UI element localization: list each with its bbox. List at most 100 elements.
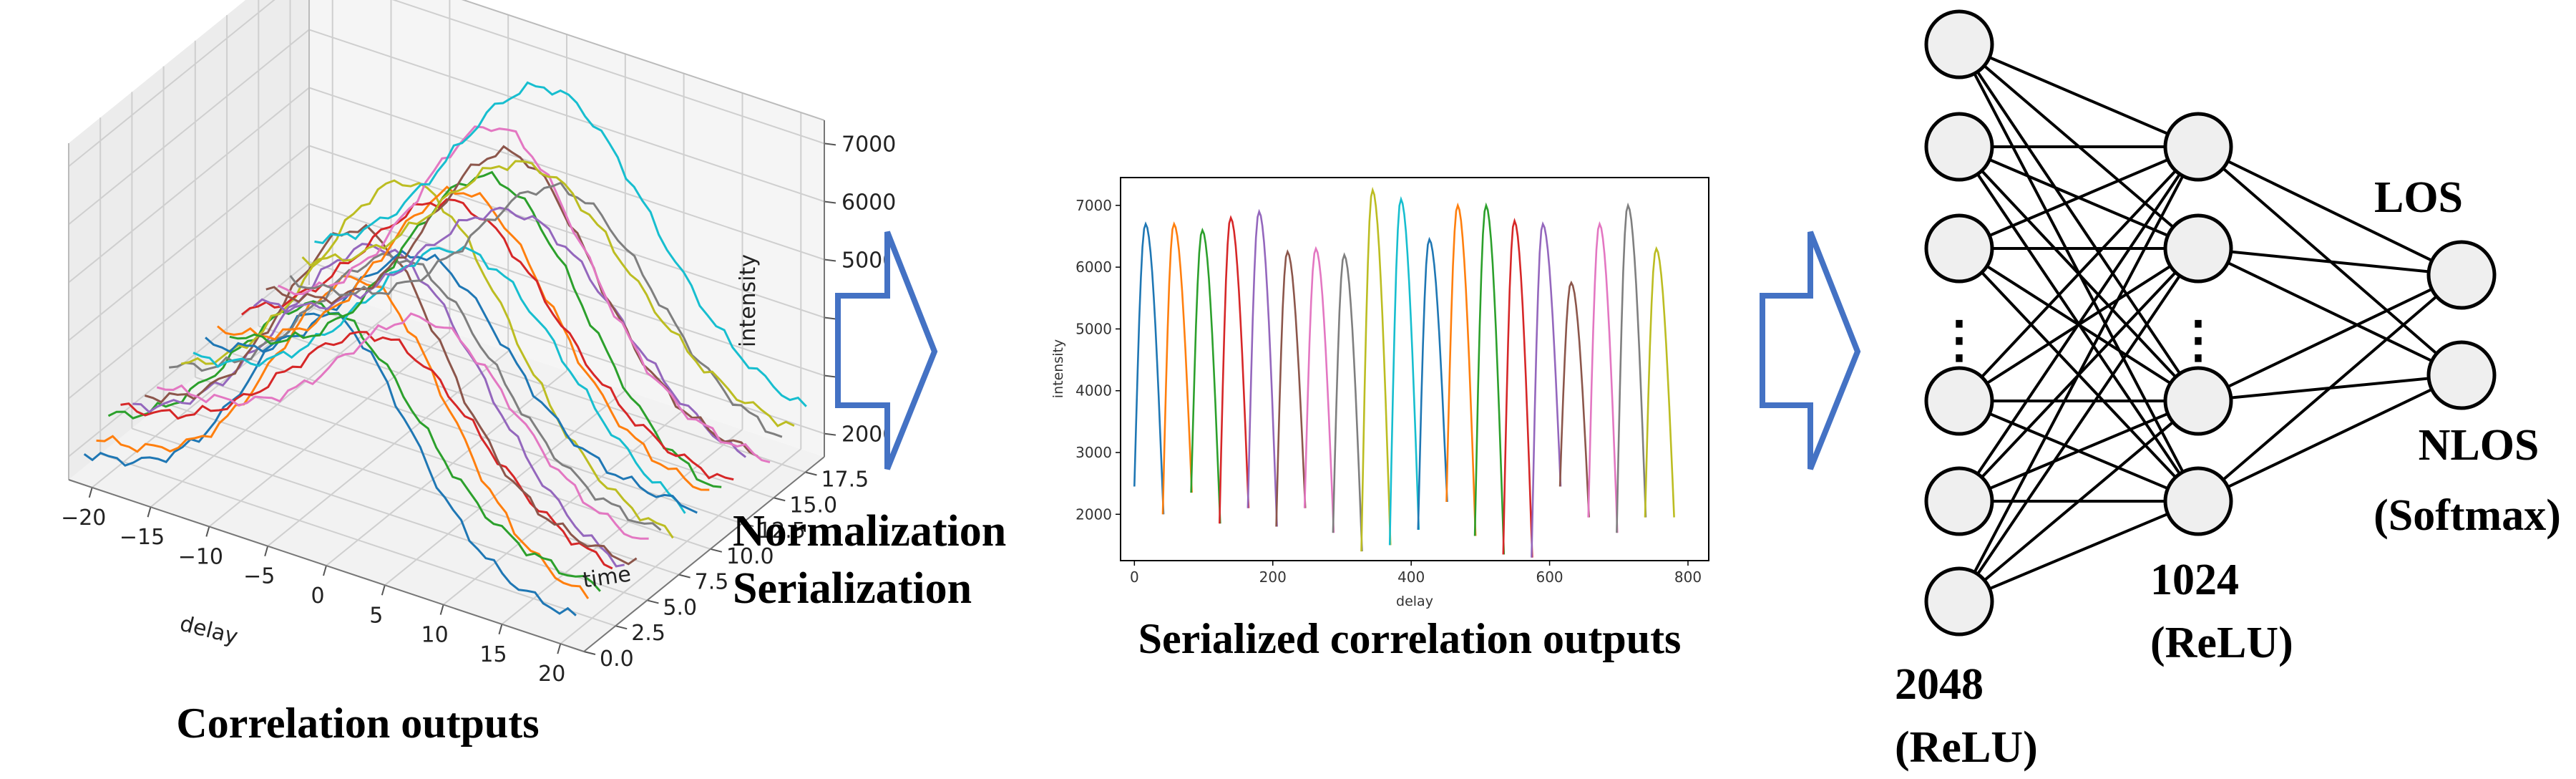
grid-line bbox=[68, 261, 310, 458]
correlation-series-line bbox=[278, 125, 771, 464]
network-nodes bbox=[1924, 9, 2497, 637]
grid-line bbox=[560, 448, 801, 644]
x-tick-label: 600 bbox=[1536, 568, 1563, 586]
hidden-node bbox=[2163, 366, 2233, 436]
serialized-series-line bbox=[1388, 195, 1420, 546]
x-tick-label: 10 bbox=[421, 623, 449, 648]
input-node bbox=[1924, 213, 1994, 284]
input-hidden-edge bbox=[1958, 145, 2200, 402]
input-node bbox=[1924, 112, 1994, 182]
output-node bbox=[2426, 340, 2497, 410]
serialized-series-line bbox=[1502, 218, 1533, 558]
softmax-label: (Softmax) bbox=[2373, 491, 2561, 540]
serialized-series-line bbox=[1417, 236, 1448, 530]
hidden-node bbox=[2163, 213, 2233, 284]
y-tick-mark bbox=[710, 548, 723, 553]
y-tick-label: 7.5 bbox=[695, 570, 729, 595]
correlation-outputs-caption: Correlation outputs bbox=[176, 700, 539, 747]
x-tick-label: 5 bbox=[369, 603, 383, 628]
x-tick-mark bbox=[381, 584, 386, 596]
y-tick-label: 5000 bbox=[1075, 320, 1112, 337]
x-tick-label: 0 bbox=[311, 584, 324, 609]
grid-line bbox=[99, 453, 616, 627]
serialized-series-line bbox=[1531, 221, 1562, 558]
serialized-outputs-caption: Serialized correlation outputs bbox=[1138, 615, 1682, 662]
y-tick-label: 6000 bbox=[1075, 258, 1112, 276]
grid-line bbox=[267, 350, 509, 547]
input-hidden-edge bbox=[1958, 43, 2199, 148]
y-tick-mark bbox=[678, 574, 691, 579]
pane-edge bbox=[461, 0, 825, 121]
y-tick-mark bbox=[615, 625, 628, 630]
serialized-series-line bbox=[1473, 202, 1506, 555]
x-tick-mark bbox=[88, 487, 93, 498]
neural-network-diagram: ⋮ ⋮ LOS NLOS (Softmax) 1024 (ReLU) 2048 … bbox=[1895, 9, 2561, 772]
hidden-node bbox=[2163, 466, 2233, 536]
grid-line bbox=[308, 145, 825, 319]
2d-x-axis-label: delay bbox=[1396, 594, 1433, 609]
correlation-series-line bbox=[314, 81, 807, 407]
input-layer-ellipsis: ⋮ bbox=[1934, 313, 1984, 368]
nlos-output-label: NLOS bbox=[2419, 421, 2540, 470]
grid-line bbox=[132, 427, 648, 601]
serialized-series-line bbox=[1360, 186, 1392, 552]
input-hidden-edge bbox=[1958, 145, 2199, 250]
hidden-output-edge bbox=[2197, 274, 2462, 402]
hidden-output-edge bbox=[2197, 374, 2462, 503]
x-tick-label: −10 bbox=[178, 544, 223, 569]
z-tick-label: 6000 bbox=[841, 190, 896, 215]
grid-line bbox=[195, 376, 711, 550]
grid-line bbox=[501, 429, 743, 625]
x-tick-label: 15 bbox=[479, 642, 507, 667]
3d-series-lines bbox=[83, 81, 807, 616]
x-tick-label: 400 bbox=[1397, 568, 1425, 586]
y-tick-mark bbox=[741, 523, 754, 528]
y-tick-label: 17.5 bbox=[821, 467, 869, 492]
serialized-series-line bbox=[1558, 280, 1590, 518]
y-tick-label: 12.5 bbox=[758, 518, 806, 543]
input-hidden-edge bbox=[1958, 500, 2199, 603]
x-tick-mark bbox=[498, 624, 503, 635]
x-tick-label: 0 bbox=[1130, 568, 1139, 586]
correlation-series-line bbox=[120, 331, 613, 570]
x-tick-label: −15 bbox=[119, 525, 165, 550]
input-layer-activation-label: (ReLU) bbox=[1895, 723, 2038, 772]
serialized-series-line bbox=[1190, 227, 1221, 524]
grid-line bbox=[226, 351, 743, 525]
grid-line bbox=[68, 145, 310, 342]
los-output-label: LOS bbox=[2374, 173, 2463, 222]
input-node bbox=[1924, 9, 1994, 79]
serialized-series-line bbox=[1587, 221, 1619, 533]
correlation-series-line bbox=[192, 246, 686, 514]
input-hidden-edge bbox=[1958, 400, 2199, 503]
grid-line bbox=[68, 29, 310, 226]
serialized-series-line bbox=[1246, 208, 1278, 527]
x-tick-mark bbox=[205, 526, 210, 537]
hidden-node bbox=[2163, 112, 2233, 182]
2d-y-axis-label: intensity bbox=[1050, 339, 1066, 398]
input-hidden-edge bbox=[1958, 146, 2200, 602]
grid-line bbox=[308, 203, 825, 377]
serialized-series-line bbox=[1616, 202, 1647, 533]
y-tick-label: 3000 bbox=[1075, 444, 1112, 461]
x-tick-label: 20 bbox=[538, 662, 565, 687]
x-tick-mark bbox=[323, 565, 327, 576]
correlation-series-line bbox=[205, 249, 698, 514]
2d-axis-ticks: 0 200 400 600 800 2000 3000 4000 5000 6000 7000 bbox=[1075, 197, 1702, 586]
serialized-series-line bbox=[1275, 249, 1307, 527]
z-tick-mark bbox=[824, 200, 836, 204]
y-tick-mark bbox=[774, 497, 786, 502]
z-tick-mark bbox=[824, 142, 836, 146]
network-connections bbox=[1958, 43, 2463, 603]
serialization-label: Serialization bbox=[733, 564, 972, 613]
input-hidden-edge bbox=[1958, 145, 2200, 503]
left-pane bbox=[69, 0, 309, 480]
grid-line bbox=[150, 311, 392, 508]
3d-z-axis-label: intensity bbox=[736, 254, 761, 347]
hidden-layer-ellipsis: ⋮ bbox=[2173, 313, 2223, 368]
correlation-series-line bbox=[156, 312, 649, 540]
serialized-series-line bbox=[1303, 246, 1335, 533]
y-tick-label: 10.0 bbox=[726, 544, 774, 569]
x-tick-mark bbox=[439, 604, 444, 615]
